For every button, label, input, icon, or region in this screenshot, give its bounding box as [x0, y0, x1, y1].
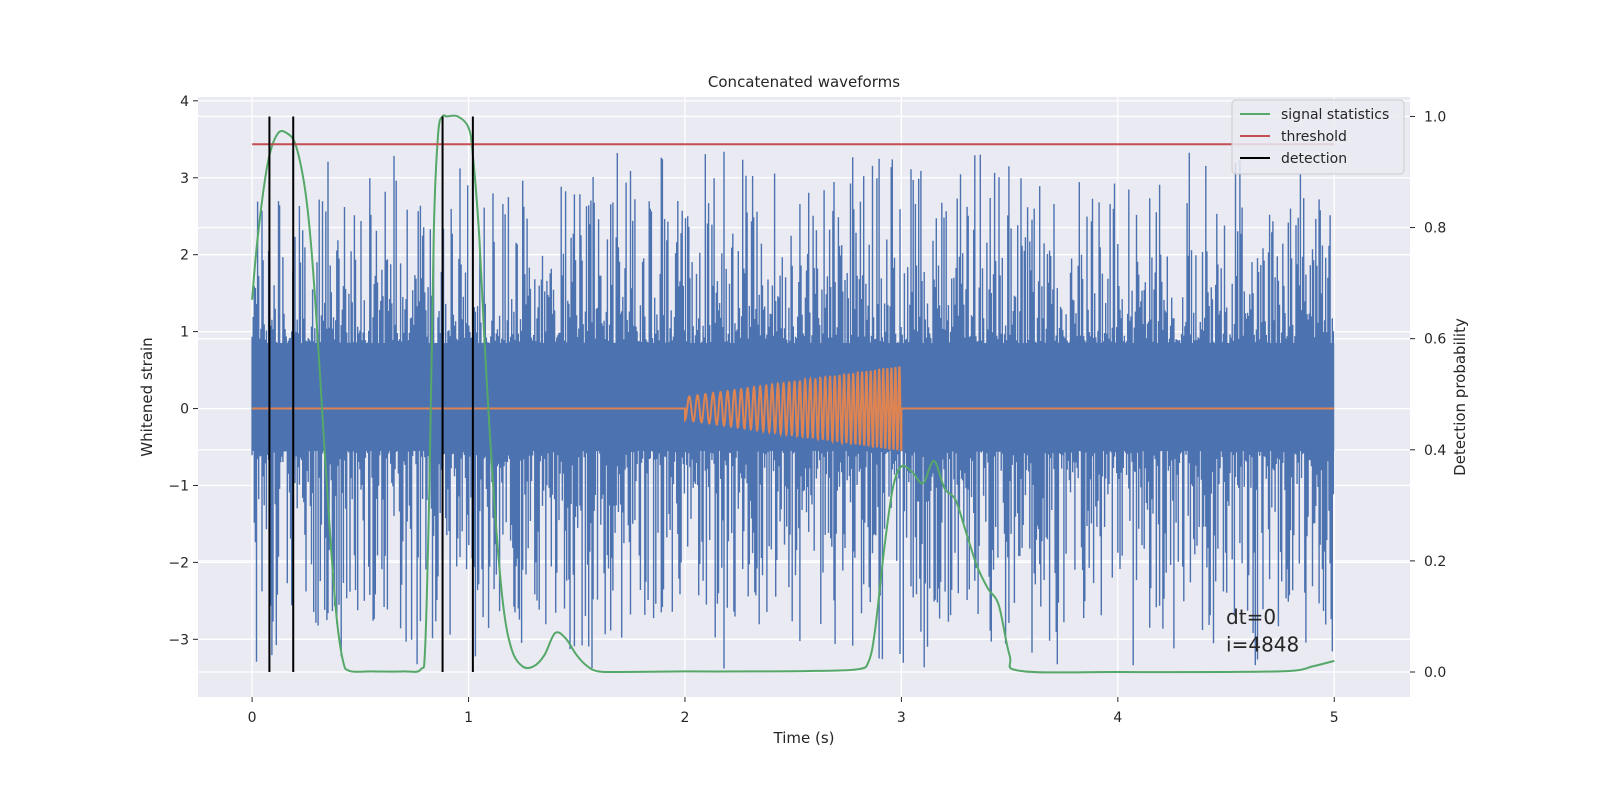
y-tick-label: −2	[168, 555, 189, 571]
x-tick-label: 5	[1330, 710, 1339, 726]
x-tick-label: 1	[464, 710, 473, 726]
y2-tick-label: 1.0	[1424, 109, 1446, 125]
y2-tick-label: 0.8	[1424, 221, 1446, 237]
y-tick-label: 2	[180, 248, 189, 264]
x-axis-label: Time (s)	[773, 729, 835, 747]
x-tick-label: 0	[248, 710, 257, 726]
series-signal-statistics	[251, 114, 1335, 674]
y2-axis-label: Detection probability	[1451, 318, 1469, 476]
legend-label: detection	[1281, 151, 1347, 167]
y-tick-label: −3	[168, 632, 189, 648]
annotation-dt: dt=0	[1226, 605, 1276, 629]
y2-tick-label: 0.6	[1424, 332, 1446, 348]
y-axis-label: Whitened strain	[138, 337, 156, 456]
legend-label: signal statistics	[1281, 107, 1389, 123]
x-tick-label: 4	[1113, 710, 1122, 726]
chart-title: Concatenated waveforms	[708, 73, 900, 91]
y-tick-label: −1	[168, 478, 189, 494]
series-layer	[251, 114, 1335, 674]
y2-tick-label: 0.0	[1424, 665, 1446, 681]
legend-label: threshold	[1281, 129, 1347, 145]
x-tick-label: 2	[681, 710, 690, 726]
y2-tick-label: 0.2	[1424, 554, 1446, 570]
series-injected-waveform	[252, 366, 1335, 451]
y2-tick-label: 0.4	[1424, 443, 1446, 459]
y-tick-label: 1	[180, 325, 189, 341]
y-tick-label: 0	[180, 402, 189, 418]
y-tick-label: 4	[180, 94, 189, 110]
legend-box	[1231, 99, 1405, 175]
annotation-index: i=4848	[1226, 633, 1299, 657]
tick-layer: 0 1 2 3 4 5 −3 −2 −1 0 1 2 3 4 0.0 0.2 0.4 0.6 0.8 1.0	[168, 94, 1446, 726]
x-tick-label: 3	[897, 710, 906, 726]
legend: signal statistics threshold detection	[1231, 99, 1405, 175]
y-tick-label: 3	[180, 171, 189, 187]
